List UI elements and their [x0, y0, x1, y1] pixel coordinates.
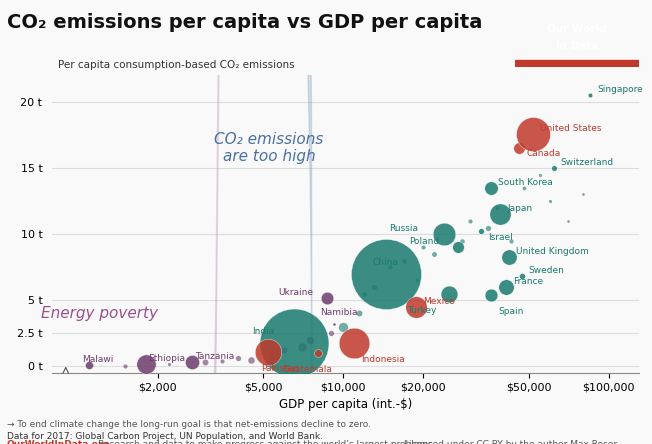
Text: CO₂ emissions per capita vs GDP per capita: CO₂ emissions per capita vs GDP per capi…	[7, 13, 482, 32]
Point	[519, 184, 529, 191]
Point	[486, 184, 496, 191]
Text: Licensed under CC-BY by the author Max Roser.: Licensed under CC-BY by the author Max R…	[404, 440, 619, 444]
Text: United Kingdom: United Kingdom	[516, 246, 588, 256]
Point	[444, 290, 454, 297]
Point	[429, 250, 439, 258]
Text: → To end climate change the long-run goal is that net-emissions decline to zero.: → To end climate change the long-run goa…	[7, 420, 370, 428]
Text: Poland: Poland	[409, 237, 439, 246]
Text: Switzerland: Switzerland	[561, 158, 614, 167]
Point	[164, 360, 174, 367]
Text: China: China	[372, 258, 398, 267]
Point	[452, 244, 463, 251]
Text: Israel: Israel	[488, 233, 512, 242]
Text: India: India	[252, 327, 274, 336]
Point	[495, 211, 505, 218]
Point	[217, 357, 228, 365]
Point	[263, 348, 273, 355]
Point	[486, 291, 496, 298]
Point	[503, 253, 514, 260]
Point	[528, 130, 539, 137]
Point	[338, 323, 349, 330]
Text: OurWorldInData.org: OurWorldInData.org	[7, 440, 110, 444]
Point	[246, 356, 256, 363]
Point	[578, 191, 588, 198]
Point	[200, 358, 210, 365]
Text: Turkey: Turkey	[408, 306, 437, 315]
Point	[506, 237, 516, 244]
Text: Japan: Japan	[507, 204, 532, 213]
Point	[326, 330, 336, 337]
Point	[83, 361, 94, 369]
Point	[269, 352, 280, 359]
Point	[411, 303, 421, 310]
Text: Malawi: Malawi	[82, 355, 113, 364]
Text: CO₂ emissions
are too high: CO₂ emissions are too high	[215, 132, 323, 164]
Bar	[515, 59, 639, 67]
Point	[140, 361, 151, 368]
Text: Spain: Spain	[498, 307, 524, 316]
Point	[288, 339, 299, 346]
Text: Sweden: Sweden	[529, 266, 565, 275]
Point	[544, 198, 555, 205]
Point	[359, 290, 370, 297]
Text: Indonesia: Indonesia	[361, 355, 405, 364]
X-axis label: GDP per capita (int.-$): GDP per capita (int.-$)	[279, 398, 412, 411]
Point	[548, 164, 559, 171]
Point	[354, 310, 364, 317]
Point	[585, 92, 595, 99]
Text: – Research and data to make progress against the world’s largest problems.: – Research and data to make progress aga…	[88, 440, 436, 444]
Text: South Korea: South Korea	[498, 178, 553, 187]
Text: Ethiopia: Ethiopia	[149, 354, 185, 363]
Point	[297, 343, 307, 350]
Ellipse shape	[0, 0, 477, 444]
Point	[457, 237, 467, 244]
Text: Singapore: Singapore	[597, 85, 643, 94]
Point	[514, 145, 524, 152]
Text: Energy poverty: Energy poverty	[40, 306, 158, 321]
Point	[305, 337, 316, 344]
Point	[412, 277, 422, 284]
Point	[501, 283, 511, 290]
Point	[312, 349, 323, 357]
Point	[233, 355, 243, 362]
Point	[279, 347, 289, 354]
Point	[482, 224, 493, 231]
Text: United States: United States	[541, 123, 602, 133]
Point	[492, 204, 503, 211]
Text: Russia: Russia	[389, 224, 418, 233]
Point	[381, 270, 391, 278]
Point	[535, 171, 545, 178]
Point	[418, 244, 428, 251]
Ellipse shape	[0, 0, 333, 444]
Text: Mexico: Mexico	[423, 297, 454, 306]
Point	[322, 294, 333, 301]
Point	[439, 230, 449, 238]
Text: Guatemala: Guatemala	[283, 365, 333, 374]
Point	[399, 257, 409, 264]
Text: Our World: Our World	[547, 24, 607, 34]
Point	[516, 273, 527, 280]
Text: Canada: Canada	[526, 149, 561, 158]
Point	[465, 218, 475, 225]
Point	[476, 228, 486, 235]
Text: Tanzania: Tanzania	[195, 353, 235, 361]
Point	[187, 359, 198, 366]
Text: Data for 2017: Global Carbon Project, UN Population, and World Bank.: Data for 2017: Global Carbon Project, UN…	[7, 432, 323, 440]
Point	[329, 321, 339, 328]
Point	[349, 339, 359, 346]
Point	[385, 264, 395, 271]
Point	[368, 283, 379, 290]
Text: in Data: in Data	[556, 41, 599, 52]
Point	[563, 218, 573, 225]
Point	[119, 362, 130, 369]
Text: Namibia: Namibia	[319, 309, 357, 317]
Text: Pakistan: Pakistan	[261, 364, 299, 373]
Text: Ukraine: Ukraine	[278, 288, 314, 297]
Text: France: France	[513, 277, 543, 286]
Text: Per capita consumption-based CO₂ emissions: Per capita consumption-based CO₂ emissio…	[58, 59, 295, 70]
